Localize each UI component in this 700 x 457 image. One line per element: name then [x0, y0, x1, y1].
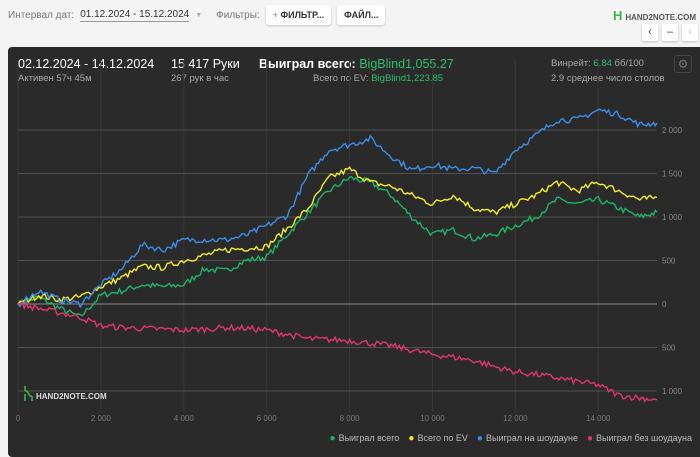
legend-item[interactable]: ● Выиграл без шоудауна	[586, 433, 692, 444]
x-tick-label: 12 000	[503, 414, 528, 423]
hand2note-logo: H HAND2NOTE.COM	[613, 8, 696, 23]
watermark-logo-icon	[24, 386, 33, 401]
hands-count: 15 417 Руки	[171, 57, 240, 71]
winrate-value: 6.84	[593, 58, 612, 69]
date-interval-select[interactable]: 01.12.2024 - 15.12.2024	[80, 8, 190, 22]
legend-item[interactable]: ● Выиграл на шоудауне	[476, 433, 578, 444]
y-tick-label: 500	[662, 344, 676, 353]
legend: ● Выиграл всего ● Всего по EV ● Выиграл на шо…	[321, 433, 692, 444]
legend-dot-icon: ●	[329, 433, 336, 444]
hands-per-hour: 267 рук в час	[171, 73, 229, 84]
y-tick-label: 1 000	[662, 387, 683, 396]
series-line	[17, 108, 658, 309]
winrate-unit: бб/100	[614, 58, 644, 69]
winrate: Винрейт: 6.84 бб/100	[551, 58, 644, 69]
legend-item[interactable]: ● Выиграл всего	[329, 433, 400, 444]
avg-tables: 2.9 среднее число столов	[551, 73, 665, 84]
gear-icon[interactable]: ⚙	[674, 55, 692, 73]
interval-label: Интервал дат:	[8, 9, 75, 21]
toolbar-row: Интервал дат: 01.12.2024 - 15.12.2024 ▼ …	[8, 5, 386, 25]
winrate-label: Винрейт:	[551, 58, 591, 69]
series-line	[17, 176, 658, 317]
x-tick-label: 8 000	[340, 414, 361, 423]
ev-total: Всего по EV: BigBlind1,223.85	[313, 73, 443, 84]
minus-button[interactable]: –	[662, 24, 678, 41]
legend-item[interactable]: ● Всего по EV	[408, 433, 468, 444]
won-total: Выиграл всего: BigBlind1,055.27	[259, 57, 454, 71]
legend-dot-icon: ●	[586, 433, 593, 444]
y-tick-label: 2 000	[662, 126, 683, 135]
ev-label: Всего по EV:	[313, 73, 369, 84]
file-button[interactable]: ФАЙЛ...	[337, 5, 386, 25]
legend-dot-icon: ●	[476, 433, 483, 444]
logo-text: HAND2NOTE.COM	[625, 13, 696, 22]
legend-label: Выиграл на шоудауне	[485, 433, 578, 443]
add-filter-button[interactable]: + ФИЛЬТР...	[265, 5, 332, 25]
y-tick-label: 0	[662, 300, 667, 309]
x-tick-label: 6 000	[257, 414, 278, 423]
legend-label: Выиграл всего	[338, 433, 400, 443]
chevron-down-icon[interactable]: ▼	[195, 11, 203, 19]
active-time: Активен 57ч 45м	[18, 73, 92, 84]
series-line	[18, 301, 658, 403]
ev-value: BigBlind1,223.85	[371, 73, 444, 84]
y-tick-label: 1 500	[662, 170, 683, 179]
won-label: Выиграл всего:	[259, 57, 356, 71]
filters-label: Фильтры:	[216, 9, 260, 21]
plus-icon: +	[272, 10, 281, 20]
x-tick-label: 2 000	[91, 414, 112, 423]
legend-label: Выиграл без шоудауна	[596, 433, 692, 443]
toolbar: Интервал дат: 01.12.2024 - 15.12.2024 ▼ …	[0, 0, 700, 46]
logo-mark-icon: H	[612, 8, 623, 23]
y-tick-label: 500	[662, 257, 676, 266]
x-tick-label: 14 000	[586, 414, 611, 423]
add-filter-label: ФИЛЬТР...	[280, 10, 325, 20]
watermark-text: HAND2NOTE.COM	[36, 392, 107, 401]
series-line	[17, 166, 658, 305]
x-tick-label: 4 000	[174, 414, 195, 423]
legend-label: Всего по EV	[417, 433, 468, 443]
y-tick-label: 1 000	[662, 213, 683, 222]
next-button[interactable]: ›	[682, 24, 698, 41]
prev-button[interactable]: ‹	[642, 24, 658, 41]
period: 02.12.2024 - 14.12.2024	[18, 57, 155, 71]
x-tick-label: 10 000	[420, 414, 445, 423]
x-tick-label: 0	[16, 414, 21, 423]
won-value: BigBlind1,055.27	[359, 57, 454, 71]
legend-dot-icon: ●	[408, 433, 415, 444]
